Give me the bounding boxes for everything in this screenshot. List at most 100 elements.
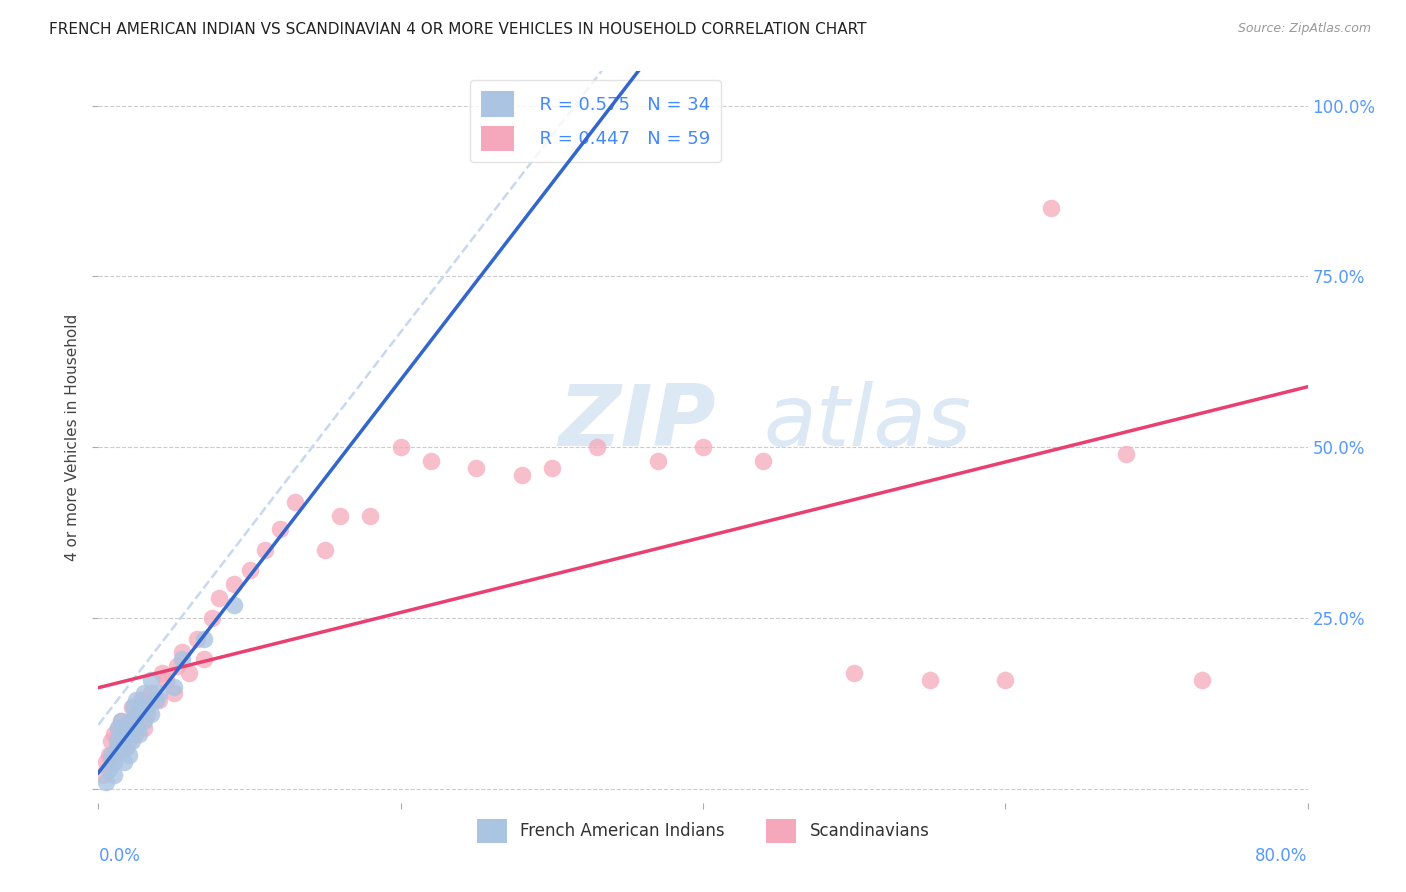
Point xyxy=(752,454,775,468)
Point xyxy=(150,665,173,680)
Point xyxy=(148,693,170,707)
Point xyxy=(148,686,170,700)
Point xyxy=(253,542,276,557)
Point xyxy=(586,440,609,454)
Point xyxy=(98,747,121,762)
Point xyxy=(107,721,129,735)
Point xyxy=(128,714,150,728)
Point xyxy=(128,727,150,741)
Point xyxy=(118,727,141,741)
Point xyxy=(314,542,336,557)
Point xyxy=(91,768,114,782)
Text: 0.0%: 0.0% xyxy=(98,847,141,864)
Point xyxy=(100,747,122,762)
Point xyxy=(193,652,215,666)
Point xyxy=(135,700,157,714)
Point xyxy=(121,734,143,748)
Point xyxy=(107,721,129,735)
Point xyxy=(125,706,148,721)
Point xyxy=(114,721,136,735)
Point xyxy=(125,693,148,707)
Point xyxy=(121,700,143,714)
Point xyxy=(465,460,488,475)
Point xyxy=(141,706,163,721)
Point xyxy=(118,714,141,728)
Point xyxy=(132,686,155,700)
Point xyxy=(329,508,352,523)
Point xyxy=(94,755,117,769)
Point xyxy=(129,693,152,707)
Point xyxy=(143,693,166,707)
Point xyxy=(1191,673,1213,687)
Point xyxy=(112,755,135,769)
Point xyxy=(105,741,128,756)
Text: FRENCH AMERICAN INDIAN VS SCANDINAVIAN 4 OR MORE VEHICLES IN HOUSEHOLD CORRELATI: FRENCH AMERICAN INDIAN VS SCANDINAVIAN 4… xyxy=(49,22,866,37)
Text: 80.0%: 80.0% xyxy=(1256,847,1308,864)
Point xyxy=(166,659,188,673)
Point xyxy=(132,700,155,714)
Point xyxy=(110,727,132,741)
Point xyxy=(224,598,246,612)
Point xyxy=(155,673,177,687)
Point xyxy=(110,714,132,728)
Text: Source: ZipAtlas.com: Source: ZipAtlas.com xyxy=(1237,22,1371,36)
Point xyxy=(129,700,152,714)
Point xyxy=(170,652,193,666)
Point xyxy=(918,673,941,687)
Point xyxy=(1039,201,1062,215)
Point xyxy=(103,727,125,741)
Point xyxy=(647,454,669,468)
Point xyxy=(170,645,193,659)
Point xyxy=(118,747,141,762)
Point xyxy=(103,755,125,769)
Point xyxy=(98,762,121,776)
Point xyxy=(105,734,128,748)
Point xyxy=(163,680,186,694)
Point xyxy=(193,632,215,646)
Point xyxy=(125,706,148,721)
Point xyxy=(994,673,1017,687)
Point xyxy=(114,727,136,741)
Point xyxy=(125,721,148,735)
Point xyxy=(112,741,135,756)
Point xyxy=(239,563,262,577)
Point xyxy=(420,454,443,468)
Point xyxy=(208,591,231,605)
Point xyxy=(540,460,562,475)
Point xyxy=(103,747,125,762)
Point xyxy=(124,727,146,741)
Point xyxy=(389,440,412,454)
Point xyxy=(510,467,533,482)
Point xyxy=(110,714,132,728)
Point xyxy=(269,522,291,536)
Point xyxy=(163,686,186,700)
Point xyxy=(114,741,136,756)
Point xyxy=(118,734,141,748)
Point xyxy=(135,706,157,721)
Point xyxy=(145,693,167,707)
Point xyxy=(105,741,128,756)
Point xyxy=(692,440,714,454)
Y-axis label: 4 or more Vehicles in Household: 4 or more Vehicles in Household xyxy=(65,313,80,561)
Point xyxy=(132,721,155,735)
Text: ZIP: ZIP xyxy=(558,381,716,464)
Point xyxy=(141,686,163,700)
Point xyxy=(122,700,145,714)
Point xyxy=(132,714,155,728)
Point xyxy=(186,632,208,646)
Point xyxy=(844,665,866,680)
Text: atlas: atlas xyxy=(763,381,972,464)
Point xyxy=(224,577,246,591)
Point xyxy=(94,775,117,789)
Legend: French American Indians, Scandinavians: French American Indians, Scandinavians xyxy=(470,813,936,849)
Point xyxy=(121,721,143,735)
Point xyxy=(201,611,224,625)
Point xyxy=(141,673,163,687)
Point xyxy=(100,734,122,748)
Point xyxy=(110,734,132,748)
Point xyxy=(103,768,125,782)
Point xyxy=(121,714,143,728)
Point xyxy=(179,665,201,680)
Point xyxy=(1115,447,1137,461)
Point xyxy=(284,495,307,509)
